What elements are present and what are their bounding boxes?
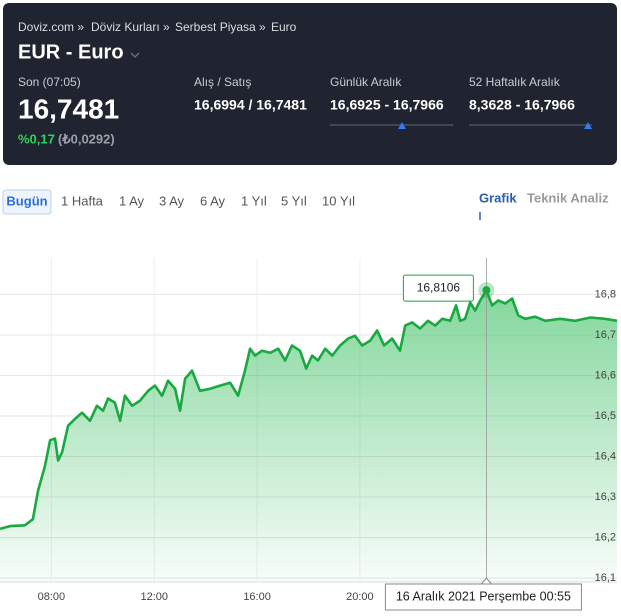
range-marker: [398, 122, 406, 129]
period-tab[interactable]: 1 Hafta: [61, 193, 104, 208]
breadcrumb-link[interactable]: Serbest Piyasa »: [175, 20, 266, 34]
currency-title: EUR - Euro: [18, 41, 124, 63]
period-tab[interactable]: 5 Yıl: [281, 193, 307, 208]
stat-label: Alış / Satış: [194, 75, 251, 89]
tooltip-box: [402, 274, 474, 302]
period-tab[interactable]: 1 Yıl: [241, 193, 267, 208]
stat-label: Günlük Aralık: [330, 75, 402, 89]
y-tick-label: 16,2: [595, 531, 616, 543]
y-tick-label: 16,8: [595, 288, 616, 300]
x-tick-label: 08:00: [38, 591, 66, 603]
range-marker: [584, 122, 592, 129]
change-pct: %0,17: [18, 131, 55, 146]
period-tab[interactable]: Bugün: [6, 193, 47, 208]
y-tick-label: 16,7: [595, 329, 616, 341]
stat-value: 8,3628 - 16,7966: [469, 97, 575, 113]
x-tick-label: 12:00: [140, 591, 168, 603]
breadcrumb-link[interactable]: Euro: [271, 20, 297, 34]
stat-value: 16,6994 / 16,7481: [194, 97, 307, 113]
last-label: Son (07:05): [18, 75, 81, 89]
period-tab[interactable]: 1 Ay: [119, 193, 145, 208]
breadcrumb-link[interactable]: Döviz Kurları »: [91, 20, 170, 34]
stat-label: 52 Haftalık Aralık: [469, 75, 561, 89]
view-tab[interactable]: Grafik: [479, 190, 517, 205]
last-value: 16,7481: [18, 93, 119, 124]
period-tab[interactable]: 10 Yıl: [322, 193, 355, 208]
x-hover-box: [384, 583, 582, 611]
tooltip-value: 16,8106: [417, 280, 461, 294]
x-tick-label: 16:00: [243, 591, 271, 603]
x-tick-label: 20:00: [346, 591, 374, 603]
period-tab[interactable]: 6 Ay: [200, 193, 226, 208]
tab-active-bg: [2, 189, 52, 215]
hover-dot: [482, 286, 491, 295]
change-abs: (₺0,0292): [58, 131, 115, 146]
breadcrumb-link[interactable]: Doviz.com »: [18, 20, 84, 34]
y-tick-label: 16,6: [595, 369, 616, 381]
price-line: [0, 288, 618, 531]
chart: 08:00 12:00 16:00 20:00 16,1 16,2 16,3 16,4 16,5…: [0, 258, 618, 611]
view-tab[interactable]: Teknik Analiz: [527, 190, 609, 205]
y-tick-label: 16,3: [595, 491, 616, 503]
header-panel: [3, 3, 617, 165]
breadcrumb: Doviz.com » Döviz Kurları » Serbest Piya…: [18, 20, 297, 34]
area-fill: [0, 290, 617, 582]
y-tick-label: 16,5: [595, 410, 616, 422]
dropdown-chevron[interactable]: [130, 52, 140, 58]
x-hover-pointer: [480, 577, 493, 585]
y-tick-label: 16,1: [595, 572, 616, 584]
y-tick-label: 16,4: [595, 450, 616, 462]
stat-value: 16,6925 - 16,7966: [330, 97, 444, 113]
period-tab[interactable]: 3 Ay: [159, 193, 185, 208]
x-hover-label: 16 Aralık 2021 Perşembe 00:55: [396, 589, 571, 603]
